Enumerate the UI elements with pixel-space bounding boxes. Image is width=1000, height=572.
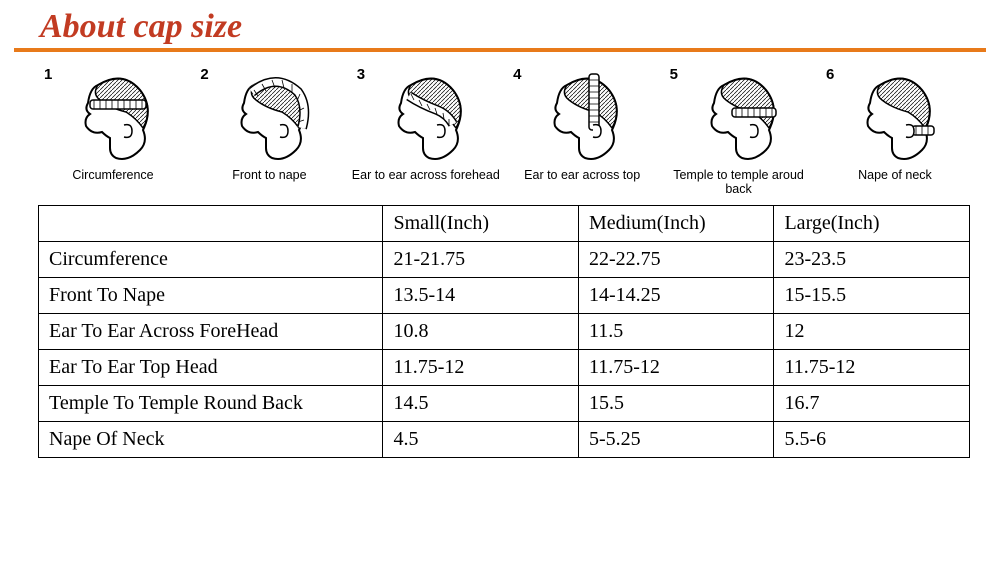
- table-cell: 15-15.5: [774, 277, 970, 313]
- table-cell: 5-5.25: [578, 421, 774, 457]
- diagram-label: Circumference: [72, 169, 153, 183]
- table-cell: Temple To Temple Round Back: [39, 385, 383, 421]
- table-row: Temple To Temple Round Back 14.5 15.5 16…: [39, 385, 970, 421]
- table-header-row: Small(Inch) Medium(Inch) Large(Inch): [39, 205, 970, 241]
- table-cell: Circumference: [39, 241, 383, 277]
- table-cell: 16.7: [774, 385, 970, 421]
- diagram-number: 4: [513, 66, 521, 83]
- page-title: About cap size: [40, 8, 1000, 48]
- table-body: Circumference 21-21.75 22-22.75 23-23.5 …: [39, 241, 970, 457]
- table-header: Small(Inch): [383, 205, 579, 241]
- diagram-number: 3: [357, 66, 365, 83]
- table-cell: 11.75-12: [774, 349, 970, 385]
- table-header: Medium(Inch): [578, 205, 774, 241]
- table-cell: 10.8: [383, 313, 579, 349]
- title-section: About cap size: [0, 0, 1000, 48]
- diagram-ear-top: 4 Ear to ear across top: [507, 70, 657, 197]
- diagram-number: 5: [670, 66, 678, 83]
- diagram-label: Ear to ear across top: [524, 169, 640, 183]
- diagram-label: Ear to ear across forehead: [352, 169, 500, 183]
- table-cell: 4.5: [383, 421, 579, 457]
- table-cell: 22-22.75: [578, 241, 774, 277]
- measurement-diagrams: 1 Circumference 2 Front to nape: [0, 70, 1000, 197]
- diagram-number: 1: [44, 66, 52, 83]
- head-icon: [694, 70, 784, 165]
- table-row: Circumference 21-21.75 22-22.75 23-23.5: [39, 241, 970, 277]
- head-icon: [68, 70, 158, 165]
- table-cell: 11.75-12: [578, 349, 774, 385]
- title-underline: [14, 48, 986, 52]
- table-cell: 15.5: [578, 385, 774, 421]
- diagram-label: Nape of neck: [858, 169, 932, 183]
- diagram-number: 6: [826, 66, 834, 83]
- head-icon: [850, 70, 940, 165]
- diagram-temple-back: 5 Temple to temple aroud back: [664, 70, 814, 197]
- head-icon: [224, 70, 314, 165]
- table-cell: 14.5: [383, 385, 579, 421]
- table-cell: Ear To Ear Top Head: [39, 349, 383, 385]
- table-header: [39, 205, 383, 241]
- diagram-front-to-nape: 2 Front to nape: [194, 70, 344, 197]
- table-row: Nape Of Neck 4.5 5-5.25 5.5-6: [39, 421, 970, 457]
- head-icon: [537, 70, 627, 165]
- table-cell: 12: [774, 313, 970, 349]
- diagram-ear-forehead: 3 Ear to ear across forehead: [351, 70, 501, 197]
- table-row: Ear To Ear Across ForeHead 10.8 11.5 12: [39, 313, 970, 349]
- table-cell: Ear To Ear Across ForeHead: [39, 313, 383, 349]
- table-header: Large(Inch): [774, 205, 970, 241]
- diagram-number: 2: [200, 66, 208, 83]
- table-cell: Front To Nape: [39, 277, 383, 313]
- diagram-label: Temple to temple aroud back: [664, 169, 814, 197]
- table-cell: 13.5-14: [383, 277, 579, 313]
- diagram-label: Front to nape: [232, 169, 306, 183]
- diagram-circumference: 1 Circumference: [38, 70, 188, 197]
- table-cell: 11.75-12: [383, 349, 579, 385]
- table-cell: 14-14.25: [578, 277, 774, 313]
- table-cell: 5.5-6: [774, 421, 970, 457]
- size-table-wrap: Small(Inch) Medium(Inch) Large(Inch) Cir…: [0, 205, 1000, 458]
- table-cell: 23-23.5: [774, 241, 970, 277]
- table-cell: 21-21.75: [383, 241, 579, 277]
- table-row: Front To Nape 13.5-14 14-14.25 15-15.5: [39, 277, 970, 313]
- table-row: Ear To Ear Top Head 11.75-12 11.75-12 11…: [39, 349, 970, 385]
- table-cell: Nape Of Neck: [39, 421, 383, 457]
- table-cell: 11.5: [578, 313, 774, 349]
- size-table: Small(Inch) Medium(Inch) Large(Inch) Cir…: [38, 205, 970, 458]
- diagram-nape: 6 Nape of neck: [820, 70, 970, 197]
- head-icon: [381, 70, 471, 165]
